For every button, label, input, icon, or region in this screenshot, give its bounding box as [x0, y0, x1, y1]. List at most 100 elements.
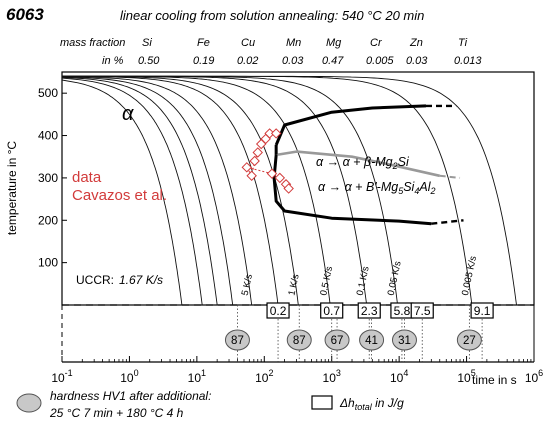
- x-tick-label: 105: [457, 368, 475, 385]
- composition-value: 0.02: [237, 55, 258, 67]
- cooling-curve: [61, 75, 368, 306]
- cooling-rate-label: 0.05 K/s: [386, 260, 404, 297]
- reaction-lines: [272, 104, 464, 226]
- uccr-label: UCCR: 1.67 K/s: [76, 273, 163, 287]
- hardness-value: 41: [365, 335, 378, 347]
- hardness-marker: [286, 329, 312, 351]
- data-source-label-1: data: [72, 169, 102, 186]
- y-tick-label: 400: [38, 129, 58, 143]
- cavazos-point: [274, 172, 286, 184]
- cooling-rate-label: 0.005 K/s: [460, 255, 479, 297]
- enthalpy-box: [410, 302, 434, 319]
- enthalpy-value: 5.8: [394, 304, 411, 318]
- reaction-line-upper: [274, 104, 427, 146]
- hardness-legend-line-1: hardness HV1 after additional:: [50, 389, 211, 403]
- reaction-upper-label: α → α + β-Mg2Si: [316, 155, 410, 171]
- x-axis-label: time in s: [472, 373, 517, 387]
- x-tick-label: 101: [188, 368, 206, 385]
- y-tick-label: 300: [38, 171, 58, 185]
- cavazos-point: [246, 170, 257, 182]
- reaction-line-middle-grey: [277, 150, 440, 178]
- cooling-rate-label: 0.1 K/s: [355, 265, 372, 296]
- data-source-label-2: Cavazos et al.: [72, 187, 167, 204]
- hardness-value: 27: [463, 335, 476, 347]
- hardness-legend-marker: [16, 393, 42, 413]
- cavazos-point: [266, 168, 278, 179]
- enthalpy-value: 2.3: [361, 304, 378, 318]
- enthalpy-box: [357, 302, 381, 319]
- reaction-line-middle-grey-dashed: [439, 174, 461, 179]
- composition-value: 0.03: [406, 55, 428, 67]
- cooling-curve: [61, 79, 183, 306]
- cavazos-data: [241, 128, 294, 194]
- composition-symbol: Zn: [409, 37, 423, 49]
- hardness-marker: [391, 329, 417, 351]
- x-tick-label: 100: [120, 368, 138, 385]
- cavazos-point: [283, 183, 294, 194]
- composition-value: 0.19: [193, 55, 214, 67]
- x-axis-ticks: 10-1 100 101 102 103 104 105 106: [51, 356, 543, 385]
- enthalpy-legend-marker: [311, 395, 333, 410]
- enthalpy-value: 7.5: [414, 304, 431, 318]
- alloy-label: 6063: [6, 5, 44, 24]
- y-axis-label: temperature in °C: [5, 141, 19, 236]
- y-tick-label: 500: [38, 86, 58, 100]
- cooling-curves: [61, 75, 517, 306]
- cavazos-point: [270, 128, 282, 139]
- hardness-markers: 87 87 67 41 31 27: [224, 329, 482, 351]
- cooling-rate-labels: 5 K/s 1 K/s 0.5 K/s 0.1 K/s 0.05 K/s 0.005 K/…: [240, 255, 479, 297]
- enthalpy-box: [266, 302, 290, 319]
- x-tick-label: 104: [390, 368, 408, 385]
- hardness-marker: [456, 329, 482, 351]
- hardness-marker: [324, 329, 350, 351]
- cooling-curve: [61, 75, 299, 306]
- cooling-curve: [61, 76, 234, 306]
- composition-value: 0.03: [282, 55, 304, 67]
- composition-table: Si 0.50 Fe 0.19 Cu 0.02 Mn 0.03 Mg 0.47 Cr 0.005 Zn 0…: [138, 37, 482, 67]
- cavazos-point: [264, 128, 275, 139]
- x-tick-label: 103: [323, 368, 341, 385]
- y-axis-ticks: 100 200 300 400 500: [38, 86, 67, 270]
- composition-symbol: Fe: [197, 37, 210, 49]
- composition-symbol: Ti: [458, 37, 468, 49]
- cooling-curve: [62, 75, 331, 306]
- composition-symbol: Mg: [326, 37, 342, 49]
- x-tick-label: 102: [255, 368, 273, 385]
- enthalpy-value: 0.7: [323, 304, 340, 318]
- cooling-curve: [61, 75, 279, 306]
- x-tick-label: 10-1: [51, 368, 72, 385]
- composition-symbol: Mn: [286, 37, 301, 49]
- x-tick-label: 106: [525, 368, 543, 385]
- enthalpy-boxes: 0.2 0.7 2.3 5.8 7.5 9.1: [266, 302, 494, 319]
- chart-title: linear cooling from solution annealing: …: [120, 8, 424, 23]
- cooling-rate-label: 5 K/s: [240, 273, 255, 297]
- reaction-lower-label: α → α + B'-Mg5Si4Al2: [318, 180, 436, 196]
- hardness-marker: [224, 329, 250, 351]
- cooling-rate-label: 1 K/s: [286, 273, 301, 297]
- y-tick-label: 200: [38, 213, 58, 227]
- hardness-value: 31: [398, 335, 411, 347]
- reaction-line-lower-dashed: [431, 219, 464, 225]
- cooling-curve: [61, 77, 203, 306]
- enthalpy-box: [470, 302, 494, 319]
- alpha-phase-label: α: [122, 103, 134, 125]
- composition-symbol: Si: [142, 37, 152, 49]
- reaction-line-lower: [272, 154, 432, 226]
- cooling-curve: [61, 76, 218, 306]
- enthalpy-box: [320, 302, 344, 319]
- cavazos-point: [241, 162, 253, 173]
- hardness-marker: [359, 329, 385, 351]
- cavazos-point: [252, 147, 263, 158]
- hardness-value: 87: [231, 335, 244, 347]
- hardness-value: 87: [293, 335, 306, 347]
- composition-value: 0.013: [454, 55, 482, 67]
- composition-value: 0.50: [138, 55, 160, 67]
- composition-header: mass fraction: [60, 37, 125, 49]
- enthalpy-legend-label: Δhtotal in J/g: [339, 396, 404, 412]
- cooling-rate-label: 0.5 K/s: [318, 265, 335, 296]
- y-tick-label: 100: [38, 256, 58, 270]
- cavazos-point: [249, 155, 260, 167]
- enthalpy-value: 9.1: [474, 304, 491, 318]
- composition-value: 0.005: [366, 55, 394, 67]
